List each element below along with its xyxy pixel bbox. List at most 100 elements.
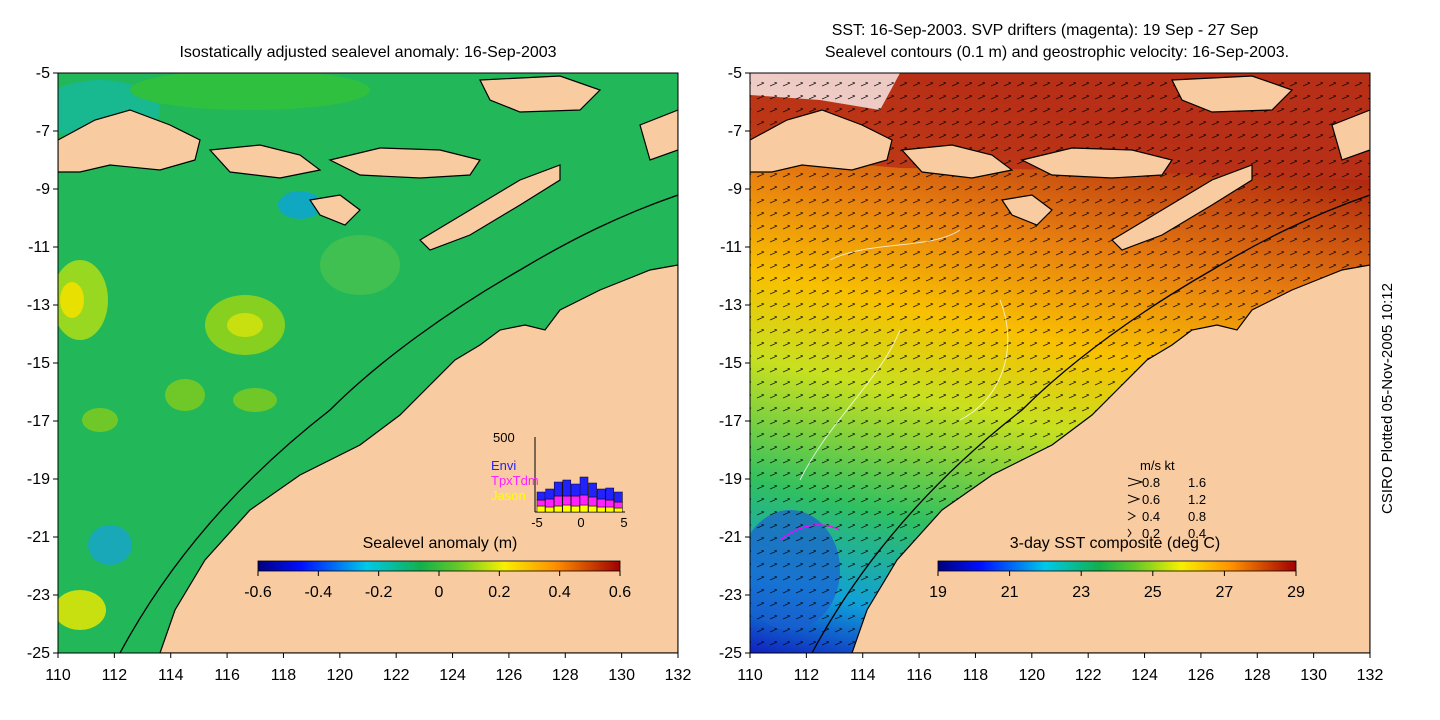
left-y-axis: -5 -7 -9 -11 -13 -15 -17 -19 -21 -23 -25 xyxy=(27,65,58,662)
x-tick-label: 122 xyxy=(1075,667,1102,684)
histogram-bar xyxy=(596,498,606,508)
y-tick-label: -19 xyxy=(27,471,50,488)
velocity-ms: 0.8 xyxy=(1142,475,1160,490)
left-panel-title: Isostatically adjusted sealevel anomaly:… xyxy=(179,44,556,61)
histogram-bar xyxy=(545,506,554,513)
anomaly-blob xyxy=(130,73,370,110)
legend-jason: Jason xyxy=(491,488,526,503)
timor-island xyxy=(419,164,561,251)
inset-tick-0: 0 xyxy=(577,515,584,530)
y-tick-label: -13 xyxy=(27,297,50,314)
velocity-ms: 0.4 xyxy=(1142,509,1160,524)
y-tick-label: -21 xyxy=(719,529,742,546)
y-tick-label: -17 xyxy=(719,413,742,430)
inset-histogram: 500 Envi TpxTdm Jason -5 0 5 xyxy=(491,430,628,530)
anomaly-blob xyxy=(227,313,263,337)
eastern-island xyxy=(639,109,678,161)
histogram-bar xyxy=(605,506,615,513)
y-tick-label: -7 xyxy=(36,123,50,140)
y-tick-label: -11 xyxy=(28,239,50,256)
y-tick-label: -25 xyxy=(719,645,742,662)
histogram-bar xyxy=(562,479,572,497)
x-tick-label: 126 xyxy=(496,667,523,684)
colorbar-tick-label: 29 xyxy=(1287,584,1305,601)
colorbar-tick-label: 27 xyxy=(1216,584,1234,601)
velocity-kt: 0.4 xyxy=(1188,526,1206,541)
plot-credit: CSIRO Plotted 05-Nov-2005 10:12 xyxy=(1379,283,1396,514)
x-tick-label: 116 xyxy=(906,667,932,684)
velocity-arrow xyxy=(1127,511,1137,521)
x-tick-label: 130 xyxy=(608,667,635,684)
right-shelf-contour xyxy=(811,194,1370,653)
right-y-axis: -5 -7 -9 -11 -13 -15 -17 -19 -21 -23 -25 xyxy=(719,65,750,662)
right-colorbar-label: 3-day SST composite (deg C) xyxy=(1010,535,1220,552)
histogram-bar xyxy=(596,506,606,513)
left-x-axis: 110 112 114 116 118 120 122 124 126 128 130 132 xyxy=(45,653,691,684)
x-tick-label: 126 xyxy=(1188,667,1215,684)
right-colorbar: 3-day SST composite (deg C) 19 21 23 25 27 29 xyxy=(929,535,1305,601)
histogram-bar xyxy=(571,495,580,507)
inset-bars xyxy=(536,476,623,513)
x-tick-label: 114 xyxy=(158,667,184,684)
anomaly-blob xyxy=(165,379,205,411)
sealevel-contours xyxy=(799,229,1009,481)
x-tick-label: 112 xyxy=(794,667,820,684)
histogram-bar xyxy=(588,505,597,513)
histogram-bar xyxy=(605,499,615,508)
svp-drifter-track xyxy=(779,524,841,541)
histogram-bar xyxy=(571,483,580,497)
histogram-bar xyxy=(579,476,589,496)
histogram-bar xyxy=(571,505,580,513)
histogram-bar xyxy=(596,488,606,500)
x-tick-label: 128 xyxy=(1244,667,1271,684)
y-tick-label: -23 xyxy=(27,587,50,604)
colorbar-tick-label: 0.6 xyxy=(609,584,631,601)
right-panel-title-line2: Sealevel contours (0.1 m) and geostrophi… xyxy=(825,44,1289,61)
right-lesser-sunda-island xyxy=(900,144,1014,179)
anomaly-blob xyxy=(60,282,84,318)
histogram-bar xyxy=(605,487,615,501)
y-tick-label: -15 xyxy=(719,355,742,372)
histogram-bar xyxy=(562,495,572,506)
x-tick-label: 128 xyxy=(552,667,579,684)
legend-envi: Envi xyxy=(491,458,516,473)
x-tick-label: 110 xyxy=(45,667,71,684)
colorbar-tick-label: 0 xyxy=(435,584,444,601)
inset-ymax-label: 500 xyxy=(493,430,515,445)
histogram-bar xyxy=(579,504,589,513)
y-tick-label: -25 xyxy=(27,645,50,662)
histogram-bar xyxy=(562,504,572,513)
right-timor-island xyxy=(1111,164,1253,251)
histogram-bar xyxy=(579,494,589,506)
right-map-panel: SST: 16-Sep-2003. SVP drifters (magenta)… xyxy=(719,22,1384,684)
histogram-bar xyxy=(553,505,563,513)
legend-tpxtdm: TpxTdm xyxy=(491,473,539,488)
velocity-legend-header: m/s kt xyxy=(1140,458,1175,473)
x-tick-label: 116 xyxy=(214,667,240,684)
y-tick-label: -5 xyxy=(36,65,50,82)
x-tick-label: 124 xyxy=(439,667,466,684)
x-tick-label: 122 xyxy=(383,667,410,684)
histogram-bar xyxy=(536,505,546,513)
anomaly-blob xyxy=(278,191,322,219)
left-map-panel: Isostatically adjusted sealevel anomaly:… xyxy=(27,44,692,684)
y-tick-label: -23 xyxy=(719,587,742,604)
x-tick-label: 120 xyxy=(1018,667,1045,684)
histogram-bar xyxy=(614,491,623,503)
x-tick-label: 132 xyxy=(665,667,692,684)
colorbar-tick-label: -0.4 xyxy=(305,584,333,601)
velocity-ms: 0.6 xyxy=(1142,492,1160,507)
histogram-bar xyxy=(614,501,623,509)
lesser-sunda-island xyxy=(208,144,322,179)
y-tick-label: -9 xyxy=(36,181,50,198)
x-tick-label: 124 xyxy=(1131,667,1158,684)
histogram-bar xyxy=(545,488,554,500)
colorbar-tick-label: 23 xyxy=(1072,584,1090,601)
australia-landmass xyxy=(159,264,678,653)
velocity-ms: 0.2 xyxy=(1142,526,1160,541)
y-tick-label: -13 xyxy=(719,297,742,314)
velocity-arrow xyxy=(1127,528,1132,538)
x-tick-label: 132 xyxy=(1357,667,1384,684)
velocity-arrow xyxy=(1127,494,1141,504)
